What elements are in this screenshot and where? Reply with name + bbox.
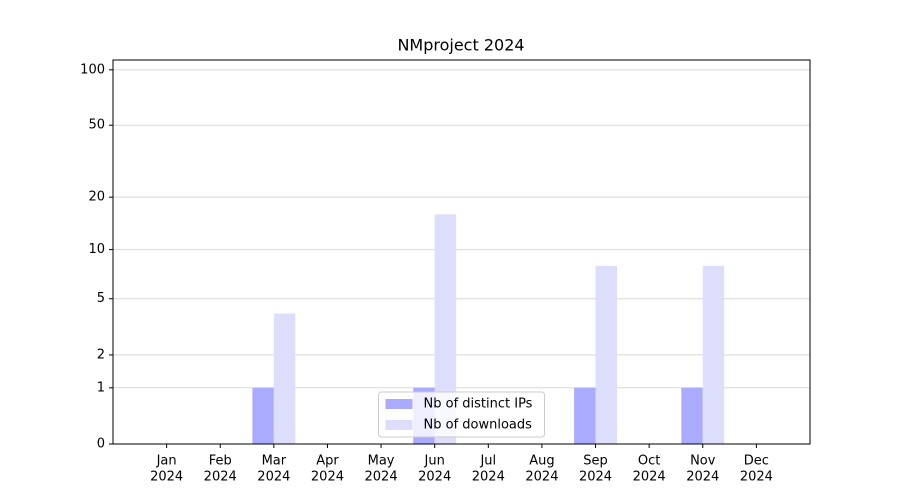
y-tick-label: 1 (97, 380, 105, 395)
x-tick-label: Apr (316, 454, 339, 469)
x-tick-label: Dec (744, 454, 769, 469)
legend-label: Nb of downloads (424, 418, 533, 433)
bar (681, 387, 703, 444)
x-tick-label: May (368, 454, 395, 469)
x-tick-label: Aug (529, 454, 554, 469)
legend-swatch (385, 399, 413, 409)
chart-title: NMproject 2024 (397, 36, 524, 55)
x-tick-label: Oct (638, 454, 660, 469)
y-tick-label: 100 (80, 62, 105, 77)
x-tick-label: Feb (209, 454, 232, 469)
bar (702, 265, 725, 444)
bar (252, 387, 274, 444)
bar (273, 313, 296, 444)
x-tick-label: Jun (424, 454, 445, 469)
x-tick-label: 2024 (257, 470, 290, 485)
y-tick-label: 5 (97, 291, 105, 306)
bar (434, 214, 457, 444)
y-tick-label: 20 (88, 190, 105, 205)
x-tick-label: Nov (690, 454, 716, 469)
y-tick-label: 2 (97, 347, 105, 362)
x-tick-label: 2024 (311, 470, 344, 485)
x-tick-label: 2024 (150, 470, 183, 485)
x-tick-label: Jan (156, 454, 177, 469)
x-tick-label: 2024 (365, 470, 398, 485)
x-tick-label: 2024 (579, 470, 612, 485)
x-tick-label: 2024 (472, 470, 505, 485)
plot-frame (112, 59, 811, 445)
y-tick-label: 10 (88, 242, 105, 257)
y-tick-label: 0 (97, 437, 105, 452)
x-tick-label: 2024 (740, 470, 773, 485)
legend-box (378, 391, 545, 438)
legend-swatch (385, 420, 413, 430)
legend-label: Nb of distinct IPs (424, 397, 533, 412)
x-tick-label: 2024 (525, 470, 558, 485)
x-tick-label: 2024 (418, 470, 451, 485)
x-tick-label: Sep (583, 454, 608, 469)
bar (574, 387, 596, 444)
x-tick-label: Mar (262, 454, 287, 469)
x-tick-label: 2024 (686, 470, 719, 485)
legend: Nb of distinct IPs Nb of downloads (378, 391, 545, 438)
bar (595, 265, 617, 444)
x-tick-label: Jul (479, 454, 496, 469)
x-tick-label: 2024 (633, 470, 666, 485)
x-tick-label: 2024 (204, 470, 237, 485)
y-tick-label: 50 (88, 118, 105, 133)
